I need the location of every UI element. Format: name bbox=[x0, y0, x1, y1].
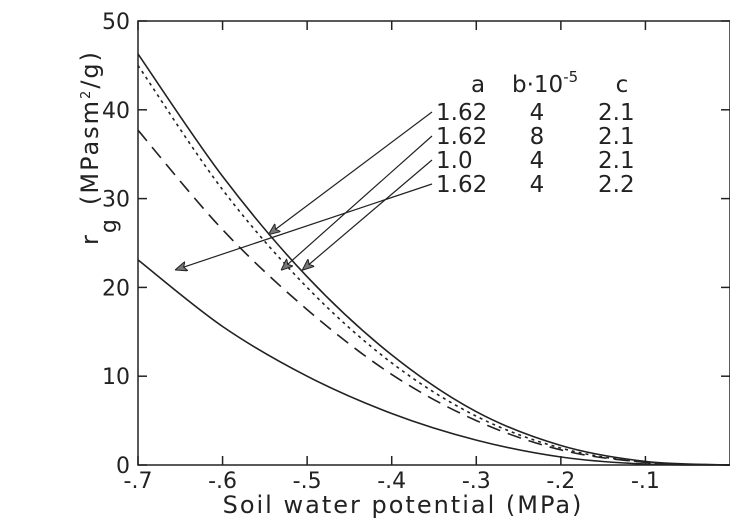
legend-arrow bbox=[176, 183, 433, 270]
y-tick-label: 20 bbox=[102, 276, 130, 301]
x-tick-label: -.7 bbox=[124, 469, 153, 494]
y-axis-units-base: (MPasm bbox=[76, 99, 104, 205]
y-axis-units-tail: /g) bbox=[76, 50, 104, 89]
x-tick-label: -.4 bbox=[377, 469, 406, 494]
legend-arrow bbox=[282, 135, 433, 270]
y-axis-units-superscript: 2 bbox=[79, 89, 94, 99]
series-line-2 bbox=[137, 64, 730, 466]
y-axis-label-units: (MPasm2/g) bbox=[76, 50, 104, 205]
series-line-1 bbox=[137, 53, 730, 466]
legend-arrows bbox=[176, 111, 433, 270]
y-tick-label: 40 bbox=[102, 99, 130, 124]
legend-value-b: 8 bbox=[530, 124, 545, 150]
legend-value-a: 1.62 bbox=[436, 124, 487, 150]
legend-value-c: 2.1 bbox=[598, 100, 635, 126]
legend-value-a: 1.62 bbox=[436, 100, 487, 126]
legend-arrow bbox=[303, 159, 433, 270]
y-tick-label: 0 bbox=[116, 454, 130, 479]
legend-value-b: 4 bbox=[530, 100, 545, 126]
legend-header-a: a bbox=[471, 72, 485, 98]
legend-value-c: 2.1 bbox=[598, 148, 635, 174]
legend-value-a: 1.0 bbox=[436, 148, 473, 174]
y-axis-label-subscript: g bbox=[97, 217, 122, 233]
y-axis: 0 10 20 30 40 50 bbox=[102, 10, 730, 479]
legend-arrow bbox=[269, 111, 433, 234]
legend-header-b: b·10-5 bbox=[512, 68, 578, 98]
legend-value-a: 1.62 bbox=[436, 172, 487, 198]
legend-header-c: c bbox=[616, 72, 629, 98]
y-tick-label: 50 bbox=[102, 10, 130, 35]
legend-header-b-exponent: -5 bbox=[563, 68, 578, 86]
y-axis-label: rg (MPasm2/g) bbox=[76, 50, 122, 245]
legend-value-c: 2.2 bbox=[598, 172, 635, 198]
y-axis-label-r: r bbox=[76, 233, 104, 245]
x-axis: -.7 -.6 -.5 -.4 -.3 -.2 -.1 bbox=[124, 21, 660, 494]
series-lines bbox=[137, 53, 730, 466]
legend: a b·10-5 c 1.62 4 2.1 1.62 8 2.1 1.0 4 2.1 1.62 4 2… bbox=[436, 68, 635, 198]
x-tick-label: -.2 bbox=[546, 469, 575, 494]
series-line-4 bbox=[137, 259, 730, 466]
legend-value-c: 2.1 bbox=[598, 124, 635, 150]
y-axis-label-symbol: rg bbox=[76, 217, 122, 245]
x-axis-label: Soil water potential (MPa) bbox=[223, 491, 584, 518]
legend-header-b-base: b·10 bbox=[512, 72, 563, 98]
x-tick-label: -.3 bbox=[462, 469, 491, 494]
x-tick-label: -.1 bbox=[631, 469, 660, 494]
y-tick-label: 30 bbox=[102, 188, 130, 213]
x-tick-label: -.6 bbox=[208, 469, 237, 494]
x-tick-label: -.5 bbox=[293, 469, 322, 494]
y-tick-label: 10 bbox=[102, 365, 130, 390]
legend-value-b: 4 bbox=[530, 172, 545, 198]
plot-frame bbox=[137, 20, 730, 466]
legend-rows: 1.62 4 2.1 1.62 8 2.1 1.0 4 2.1 1.62 4 2.2 bbox=[436, 100, 635, 198]
legend-value-b: 4 bbox=[530, 148, 545, 174]
series-line-3 bbox=[137, 129, 730, 466]
